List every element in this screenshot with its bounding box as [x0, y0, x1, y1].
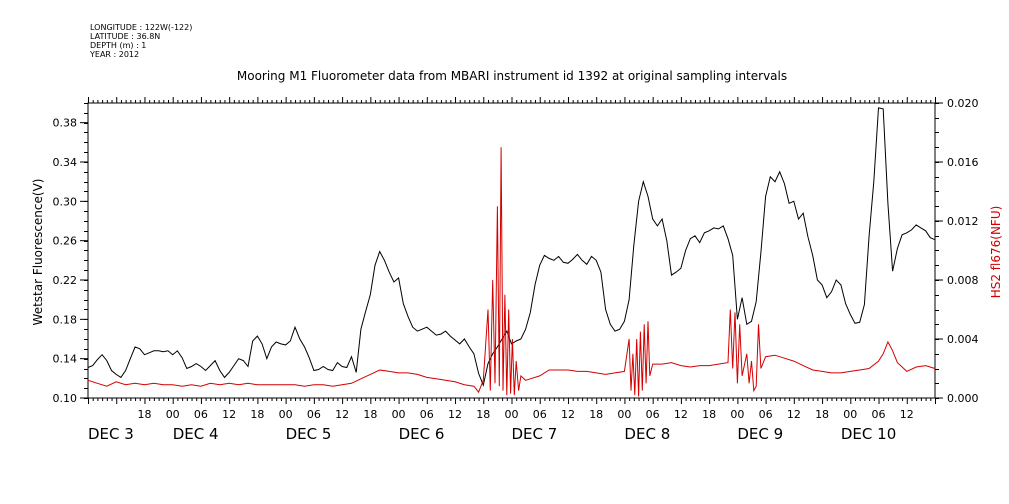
x-tick-label: 06	[646, 408, 660, 421]
metadata-longitude: LONGITUDE : 122W(-122)	[90, 23, 192, 32]
metadata-block: LONGITUDE : 122W(-122) LATITUDE : 36.8N …	[89, 23, 192, 59]
y-left-tick-label: 0.38	[53, 117, 78, 130]
x-tick-label: 18	[250, 408, 264, 421]
y-right-tick-label: 0.008	[947, 274, 979, 287]
y-left-tick-label: 0.10	[53, 392, 78, 405]
chart-title: Mooring M1 Fluorometer data from MBARI i…	[237, 69, 787, 83]
y-left-axis-ticks: 0.10 0.14 0.18 0.22 0.26 0.30 0.34 0.38	[53, 103, 88, 405]
y-right-axis-ticks: 0.000 0.004 0.008 0.012 0.016 0.020	[935, 97, 979, 405]
x-tick-label: 00	[166, 408, 180, 421]
x-date-label: DEC 9	[737, 425, 783, 443]
x-date-label: DEC 4	[173, 425, 219, 443]
x-date-label: DEC 7	[512, 425, 558, 443]
x-date-label: DEC 10	[841, 425, 896, 443]
metadata-year: YEAR : 2012	[89, 50, 139, 59]
x-tick-label: 12	[448, 408, 462, 421]
x-tick-label: 00	[617, 408, 631, 421]
x-tick-label: 00	[279, 408, 293, 421]
x-tick-label: 18	[815, 408, 829, 421]
x-tick-label: 06	[194, 408, 208, 421]
x-tick-label: 06	[533, 408, 547, 421]
y-left-axis-label: Wetstar Fluorescence(V)	[31, 179, 45, 326]
x-tick-label: 00	[843, 408, 857, 421]
x-axis-ticks: 18 00 06 12 18 00 06 12 18 00 06 12 18 00 06 12 18 00 06 12…	[88, 97, 936, 443]
x-date-label: DEC 3	[88, 425, 134, 443]
y-left-tick-label: 0.18	[53, 313, 78, 326]
y-left-tick-label: 0.22	[53, 274, 78, 287]
y-right-tick-label: 0.020	[947, 97, 979, 110]
y-right-tick-label: 0.012	[947, 215, 979, 228]
x-tick-label: 18	[589, 408, 603, 421]
y-right-tick-label: 0.000	[947, 392, 979, 405]
x-date-label: DEC 6	[399, 425, 445, 443]
x-tick-label: 06	[872, 408, 886, 421]
x-tick-label: 12	[900, 408, 914, 421]
y-left-tick-label: 0.26	[53, 235, 78, 248]
x-tick-label: 06	[307, 408, 321, 421]
y-right-tick-label: 0.004	[947, 333, 979, 346]
series-line-hs2	[87, 147, 936, 397]
x-tick-label: 12	[787, 408, 801, 421]
x-date-label: DEC 5	[286, 425, 332, 443]
x-tick-label: 12	[222, 408, 236, 421]
x-tick-label: 12	[335, 408, 349, 421]
x-tick-label: 18	[702, 408, 716, 421]
y-right-tick-label: 0.016	[947, 156, 979, 169]
series-layer	[87, 107, 936, 397]
x-tick-label: 00	[505, 408, 519, 421]
series-line-wetstar	[87, 107, 936, 387]
x-tick-label: 12	[561, 408, 575, 421]
y-left-tick-label: 0.14	[53, 353, 78, 366]
x-tick-label: 00	[392, 408, 406, 421]
metadata-latitude: LATITUDE : 36.8N	[90, 32, 160, 41]
y-right-axis-label: HS2 fl676(NFU)	[989, 206, 1003, 299]
x-tick-label: 18	[137, 408, 151, 421]
x-tick-label: 18	[476, 408, 490, 421]
x-tick-label: 12	[674, 408, 688, 421]
y-left-tick-label: 0.34	[53, 156, 78, 169]
metadata-depth: DEPTH (m) : 1	[90, 41, 146, 50]
y-left-tick-label: 0.30	[53, 195, 78, 208]
x-tick-label: 00	[730, 408, 744, 421]
x-tick-label: 06	[759, 408, 773, 421]
x-date-label: DEC 8	[624, 425, 670, 443]
x-tick-label: 18	[363, 408, 377, 421]
x-tick-label: 06	[420, 408, 434, 421]
